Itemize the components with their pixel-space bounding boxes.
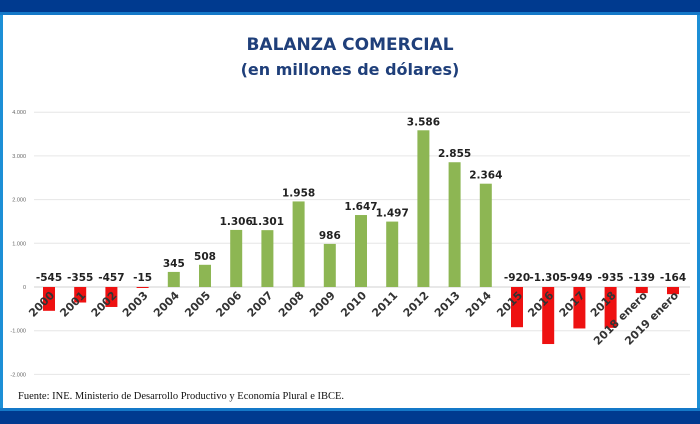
bar xyxy=(74,287,87,303)
y-tick-label: -1.000 xyxy=(10,329,26,335)
category-label: 2004 xyxy=(151,289,182,320)
value-label: 1.301 xyxy=(251,216,284,228)
category-label: 2010 xyxy=(338,289,369,320)
y-tick-label: 3.000 xyxy=(12,154,26,160)
bar xyxy=(167,271,180,287)
bar xyxy=(323,243,336,287)
value-label: -920 xyxy=(504,272,530,284)
value-label: -139 xyxy=(629,272,655,284)
value-label: 345 xyxy=(163,258,185,270)
category-label: 2008 xyxy=(276,289,307,320)
bar xyxy=(448,162,461,287)
y-tick-label: 2.000 xyxy=(12,198,26,204)
category-label: 2007 xyxy=(245,289,276,320)
bar xyxy=(230,229,243,287)
bar xyxy=(43,287,55,311)
value-label: -164 xyxy=(660,272,686,284)
chart-subtitle: (en millones de dólares) xyxy=(240,60,460,79)
category-label: 2001 xyxy=(57,289,88,320)
value-label: -457 xyxy=(98,272,124,284)
value-label: -949 xyxy=(566,272,592,284)
value-label: 508 xyxy=(194,251,216,263)
bar xyxy=(479,183,492,287)
bar xyxy=(136,287,149,288)
bar xyxy=(542,287,555,345)
bar xyxy=(292,201,305,287)
left-border xyxy=(0,15,3,408)
bar xyxy=(667,287,679,295)
value-label: 3.586 xyxy=(407,116,440,128)
bar xyxy=(573,287,586,329)
category-label: 2003 xyxy=(120,289,151,320)
right-border xyxy=(697,15,700,408)
value-label: 1.958 xyxy=(282,187,315,199)
value-label: 2.855 xyxy=(438,148,471,160)
bar xyxy=(105,287,118,307)
category-label: 2009 xyxy=(307,289,338,320)
bar xyxy=(261,230,274,287)
y-tick-label: 4.000 xyxy=(12,110,26,116)
y-tick-label: -2.000 xyxy=(10,372,26,378)
value-label: -15 xyxy=(133,272,152,284)
category-label: 2013 xyxy=(432,289,463,320)
value-label: 1.497 xyxy=(376,208,409,220)
bar xyxy=(417,130,430,287)
category-label: 2011 xyxy=(369,289,400,320)
category-label: 2012 xyxy=(401,289,432,320)
value-label: 2.364 xyxy=(469,170,502,182)
bottom-banner xyxy=(0,408,700,424)
y-tick-label: 1.000 xyxy=(12,241,26,247)
bar xyxy=(355,215,367,287)
y-tick-label: 0 xyxy=(23,285,26,291)
category-label: 2006 xyxy=(213,289,244,320)
bar xyxy=(511,287,523,328)
source-note: Fuente: INE. Ministerio de Desarrollo Pr… xyxy=(18,391,345,402)
value-label: -355 xyxy=(67,272,93,284)
category-label: 2005 xyxy=(182,289,213,320)
value-label: -1.305 xyxy=(529,272,567,284)
value-label: 1.306 xyxy=(220,216,253,228)
category-label: 2014 xyxy=(463,289,494,320)
value-label: -935 xyxy=(597,272,623,284)
bar xyxy=(199,264,211,287)
value-label: -545 xyxy=(36,272,62,284)
value-label: 1.647 xyxy=(344,201,377,213)
bar xyxy=(635,287,648,294)
bar xyxy=(604,287,617,328)
chart-title: BALANZA COMERCIAL xyxy=(246,35,454,55)
bar xyxy=(386,221,399,287)
top-banner xyxy=(0,0,700,15)
value-label: 986 xyxy=(319,230,341,242)
